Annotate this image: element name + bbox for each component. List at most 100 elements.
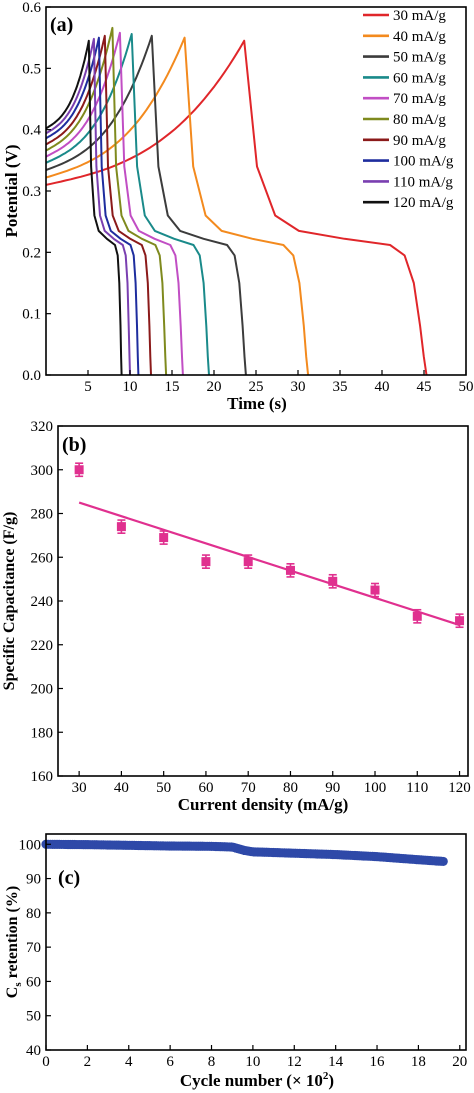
legend-label: 80 mA/g — [393, 112, 446, 128]
x-tick-label: 12 — [287, 1054, 302, 1070]
panel-c-x-axis-title-text: Cycle number (× 10 — [180, 1071, 323, 1090]
panel-b-plot-frame — [57, 425, 469, 777]
data-point — [74, 465, 84, 475]
data-point — [328, 576, 338, 586]
panel-b-x-axis-title: Current density (mA/g) — [178, 795, 349, 814]
x-tick-label: 18 — [411, 1054, 426, 1070]
x-tick-label: 35 — [333, 379, 348, 395]
data-point — [455, 616, 465, 626]
panel-a-charge-discharge: 5 10 15 20 25 30 35 40 45 50 0.0 0.1 0.2 0.3 0.4 0.5 0.6… — [2, 0, 474, 413]
x-tick-label: 70 — [241, 780, 256, 796]
x-tick-label: 0 — [42, 1054, 50, 1070]
series-line — [45, 34, 247, 376]
fit-line — [78, 501, 460, 627]
data-point — [285, 565, 295, 575]
series-line — [45, 33, 210, 376]
y-tick-label: 220 — [31, 638, 54, 654]
legend-label: 30 mA/g — [393, 8, 446, 24]
x-tick-label: 30 — [72, 780, 87, 796]
y-tick-label: 0.1 — [22, 307, 41, 323]
data-point — [438, 856, 448, 867]
data-point — [412, 611, 422, 621]
y-tick-label: 0.4 — [22, 123, 41, 139]
data-point — [370, 585, 380, 595]
series-line — [45, 31, 184, 376]
panel-c-x-axis-title: Cycle number (× 102) — [180, 1070, 334, 1090]
x-tick-label: 4 — [125, 1054, 133, 1070]
data-point — [116, 522, 126, 532]
x-tick-label: 60 — [198, 780, 213, 796]
y-tick-label: 70 — [26, 940, 41, 956]
panel-a-ticks: 5 10 15 20 25 30 35 40 45 50 0.0 0.1 0.2 0.3 0.4 0.5 0.6 — [22, 0, 473, 395]
x-tick-label: 50 — [459, 379, 474, 395]
x-tick-label: 90 — [325, 780, 340, 796]
x-tick-label: 8 — [208, 1054, 216, 1070]
panel-b-y-axis-title: Specific Capacitance (F/g) — [1, 512, 18, 691]
x-tick-label: 45 — [417, 379, 432, 395]
panel-c-y-axis-title: Cs retention (%) — [4, 886, 24, 998]
data-point — [159, 533, 169, 543]
y-tick-label: 0.2 — [22, 245, 41, 261]
panel-b-capacitance: 30 40 50 60 70 80 90 100 110 120 160 180 200 220 240 26… — [1, 419, 471, 814]
y-tick-label: 240 — [31, 594, 54, 610]
y-tick-label: 0.5 — [22, 61, 41, 77]
y-tick-label: 80 — [26, 906, 41, 922]
y-tick-label: 0.3 — [22, 184, 41, 200]
panel-b-points — [74, 462, 465, 629]
y-tick-label: 200 — [31, 682, 54, 698]
panel-a-series-group — [45, 26, 428, 376]
panel-b-label: (b) — [62, 434, 86, 456]
series-line — [45, 36, 140, 376]
x-tick-label: 14 — [328, 1054, 344, 1070]
legend-label: 110 mA/g — [393, 174, 453, 190]
x-tick-label: 110 — [406, 780, 428, 796]
x-tick-label: 40 — [114, 780, 129, 796]
y-tick-label: 180 — [31, 725, 54, 741]
x-tick-label: 40 — [375, 379, 390, 395]
x-tick-label: 50 — [156, 780, 171, 796]
y-tick-label: 160 — [31, 769, 54, 785]
x-tick-label: 10 — [245, 1054, 260, 1070]
x-tick-label: 20 — [452, 1054, 467, 1070]
y-tick-label: 90 — [26, 872, 41, 888]
series-line — [45, 34, 152, 376]
y-tick-label: 60 — [26, 974, 41, 990]
panel-a-x-axis-title: Time (s) — [227, 394, 287, 413]
series-line — [45, 39, 123, 376]
y-tick-label: 40 — [26, 1043, 41, 1059]
series-line — [45, 39, 428, 376]
panel-b-ticks: 30 40 50 60 70 80 90 100 110 120 160 180 200 220 240 26… — [31, 419, 471, 796]
panel-c-points — [41, 839, 448, 867]
legend-label: 90 mA/g — [393, 133, 446, 149]
panel-c-x-axis-title-close: ) — [328, 1071, 334, 1090]
panel-c-plot-frame — [45, 833, 467, 1051]
y-tick-label: 50 — [26, 1009, 41, 1025]
x-tick-label: 25 — [249, 379, 264, 395]
x-tick-label: 2 — [84, 1054, 92, 1070]
panel-c-y-axis-title-rest: retention (%) — [4, 886, 21, 983]
x-tick-label: 10 — [123, 379, 138, 395]
x-tick-label: 15 — [165, 379, 180, 395]
x-tick-label: 5 — [84, 379, 92, 395]
panel-a-y-axis-title: Potential (V) — [2, 144, 21, 237]
y-tick-label: 100 — [19, 837, 42, 853]
series-line — [45, 37, 131, 376]
legend-label: 40 mA/g — [393, 29, 446, 45]
panel-b-fit-group — [78, 501, 460, 627]
x-tick-label: 16 — [370, 1054, 386, 1070]
data-point — [201, 557, 211, 567]
legend-label: 100 mA/g — [393, 154, 454, 170]
panel-c-ticks: 0 2 4 6 8 10 12 14 16 18 20 40 50 60 70 80 90 100 — [19, 837, 468, 1070]
x-tick-label: 30 — [291, 379, 306, 395]
panel-c-x-axis-title-exponent: 2 — [323, 1070, 329, 1082]
y-tick-label: 320 — [31, 419, 54, 435]
legend-label: 70 mA/g — [393, 91, 446, 107]
y-tick-label: 0.6 — [22, 0, 41, 16]
series-line — [45, 26, 168, 376]
x-tick-label: 100 — [364, 780, 387, 796]
legend-label: 120 mA/g — [393, 195, 454, 211]
legend-label: 50 mA/g — [393, 50, 446, 66]
x-tick-label: 80 — [283, 780, 298, 796]
data-point — [243, 557, 253, 567]
